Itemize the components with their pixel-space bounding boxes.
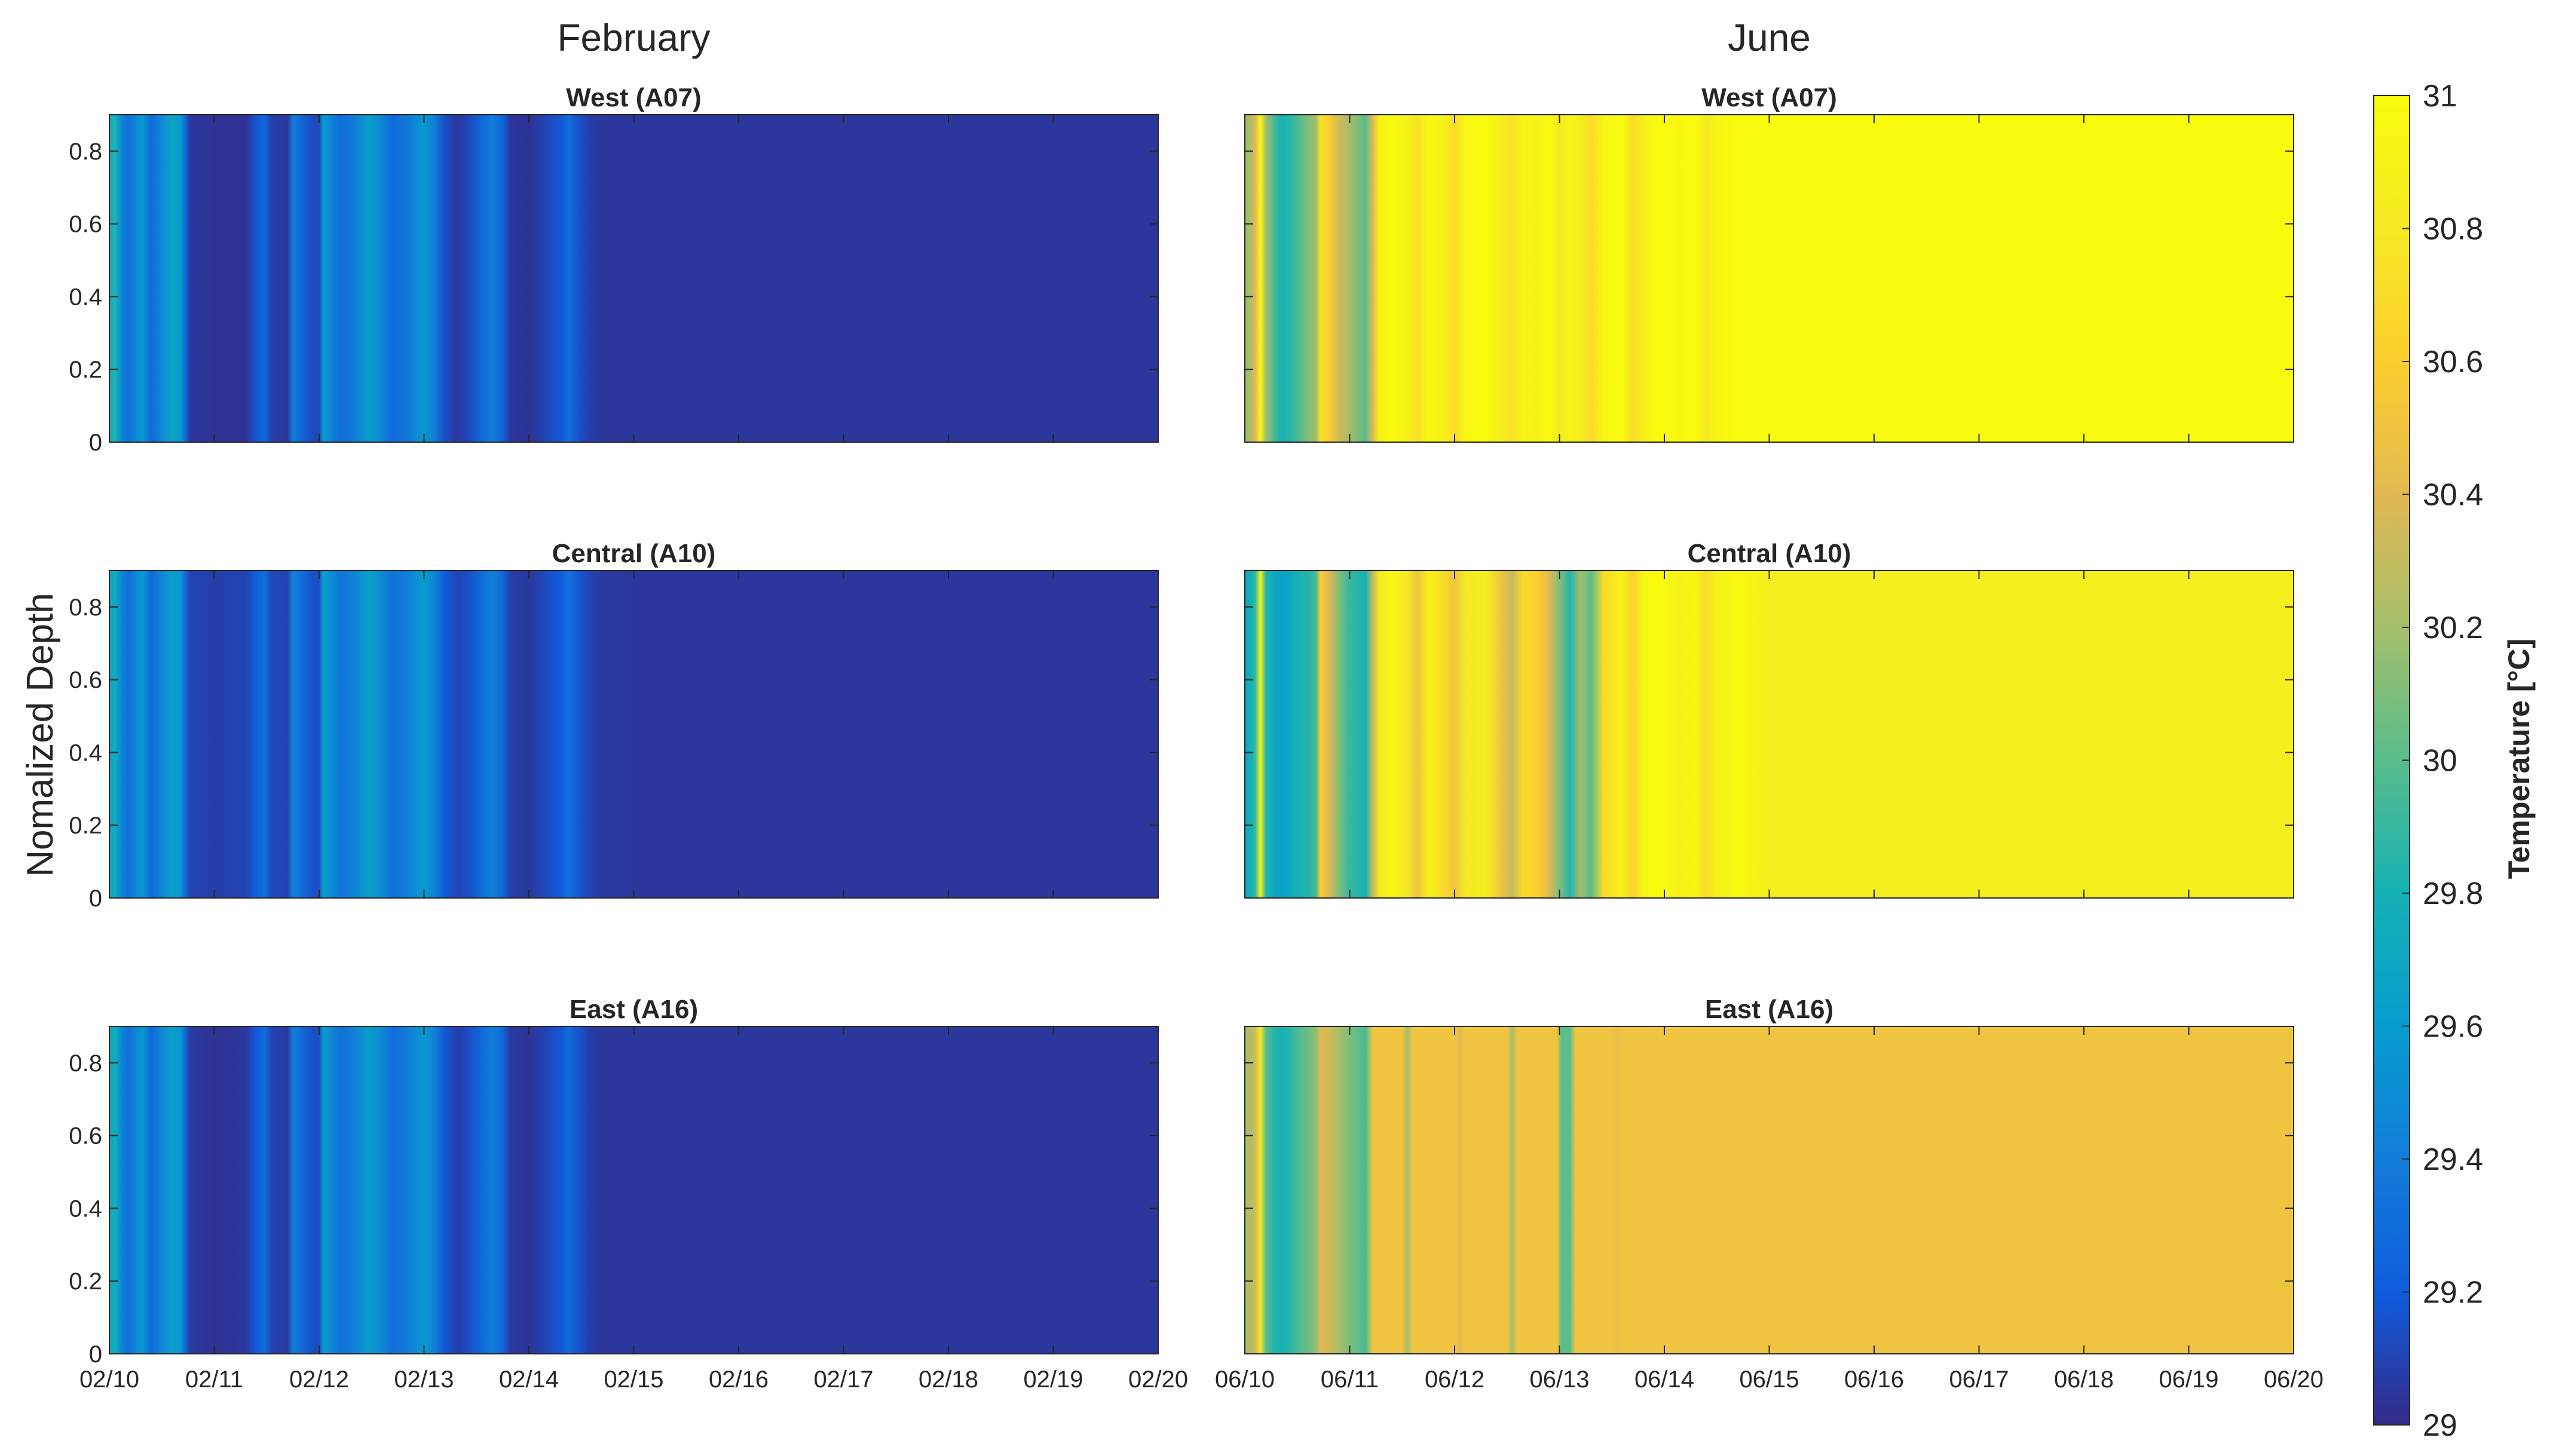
panels: West (A07) 0 0.2 0.4 0.6 0.8 Central (A10) 0 0.2… — [69, 83, 2324, 1393]
colorbar-label: Temperature [°C] — [2502, 639, 2536, 879]
x-tick-label: 02/20 — [1128, 1366, 1188, 1393]
y-tick-label: 0.8 — [69, 1050, 102, 1077]
x-tick-label: 02/19 — [1023, 1366, 1083, 1393]
heatmap-february-east — [109, 1026, 1158, 1354]
colorbar-tick-label: 30 — [2423, 744, 2457, 778]
y-tick-label: 0.4 — [69, 1196, 102, 1222]
colorbar-tick-label: 29 — [2423, 1408, 2457, 1443]
y-tick-label: 0.6 — [69, 667, 102, 694]
panel-february-west: West (A07) 0 0.2 0.4 0.6 0.8 — [69, 83, 1159, 456]
column-titles: February June — [557, 16, 1810, 59]
x-tick-label: 02/16 — [709, 1366, 769, 1393]
heatmap-june-east — [1245, 1026, 2294, 1354]
panel-title: Central (A10) — [552, 539, 716, 568]
x-tick-label: 06/17 — [1949, 1366, 2009, 1393]
colorbar: 29 29.2 29.4 29.6 29.8 30 30.2 30.4 30.6 30.8 31 Te… — [2373, 79, 2536, 1443]
colorbar-tick-label: 29.2 — [2423, 1276, 2483, 1310]
y-tick-label: 0 — [89, 430, 102, 456]
x-tick-label: 06/16 — [1844, 1366, 1904, 1393]
panel-title: East (A16) — [570, 995, 698, 1024]
panel-june-west: West (A07) — [1244, 83, 2294, 443]
heatmap-february-west — [109, 115, 1158, 442]
colorbar-tick-label: 29.4 — [2423, 1142, 2483, 1177]
x-tick-label: 02/13 — [394, 1366, 454, 1393]
colorbar-tick-label: 30.6 — [2423, 345, 2483, 379]
y-tick-label: 0.6 — [69, 1123, 102, 1150]
x-tick-label: 02/10 — [79, 1366, 139, 1393]
y-tick-label: 0.2 — [69, 1268, 102, 1295]
panel-february-central: Central (A10) 0 0.2 0.4 0.6 0.8 — [69, 539, 1159, 912]
colorbar-tick-label: 30.2 — [2423, 611, 2483, 645]
x-tick-label: 06/13 — [1529, 1366, 1589, 1393]
panel-title: West (A07) — [1701, 83, 1837, 112]
panel-title: Central (A10) — [1688, 539, 1851, 568]
x-tick-label: 06/19 — [2159, 1366, 2218, 1393]
y-axis-label-group: Nomalized Depth — [20, 593, 61, 877]
x-tick-label: 02/12 — [289, 1366, 349, 1393]
y-tick-label: 0.2 — [69, 813, 102, 839]
y-tick-label: 0.4 — [69, 284, 102, 310]
column-title-february: February — [557, 16, 710, 59]
colorbar-tick-label: 29.8 — [2423, 876, 2483, 911]
x-tick-label: 06/14 — [1634, 1366, 1694, 1393]
colorbar-tick-label: 30.8 — [2423, 212, 2483, 247]
y-axis-label: Nomalized Depth — [20, 593, 61, 877]
y-tick-label: 0.4 — [69, 740, 102, 766]
y-tick-label: 0.2 — [69, 357, 102, 383]
panel-title: East (A16) — [1705, 995, 1833, 1024]
colorbar-tick-label: 31 — [2423, 79, 2457, 114]
x-tick-label: 06/11 — [1321, 1366, 1379, 1393]
x-tick-label: 06/10 — [1215, 1366, 1275, 1393]
y-tick-label: 0.8 — [69, 594, 102, 621]
x-tick-label: 06/15 — [1739, 1366, 1799, 1393]
x-tick-label: 02/14 — [499, 1366, 559, 1393]
panel-february-east: East (A16) 0 0.2 0.4 0.6 0.8 02/10 02/11 02/12 02… — [69, 995, 1188, 1393]
y-tick-label: 0 — [89, 885, 102, 912]
heatmap-june-west — [1245, 115, 2294, 442]
y-tick-label: 0 — [89, 1341, 102, 1368]
colorbar-tick-label: 30.4 — [2423, 478, 2483, 513]
panel-june-east: East (A16) 06/10 06/11 06/12 06/13 06/14 06/15… — [1215, 995, 2324, 1393]
column-title-june: June — [1728, 16, 1811, 59]
y-tick-label: 0.6 — [69, 211, 102, 238]
x-tick-label: 06/20 — [2264, 1366, 2324, 1393]
panel-june-central: Central (A10) — [1244, 539, 2294, 899]
x-tick-label: 06/18 — [2054, 1366, 2114, 1393]
colorbar-tick-label: 29.6 — [2423, 1010, 2483, 1044]
heatmap-february-central — [109, 571, 1158, 898]
x-tick-label: 06/12 — [1425, 1366, 1484, 1393]
x-tick-label: 02/15 — [604, 1366, 663, 1393]
x-tick-label: 02/17 — [813, 1366, 873, 1393]
panel-title: West (A07) — [566, 83, 702, 112]
heatmap-june-central — [1245, 571, 2294, 898]
x-tick-label: 02/18 — [919, 1366, 978, 1393]
y-tick-label: 0.8 — [69, 139, 102, 165]
x-tick-label: 02/11 — [185, 1366, 243, 1393]
